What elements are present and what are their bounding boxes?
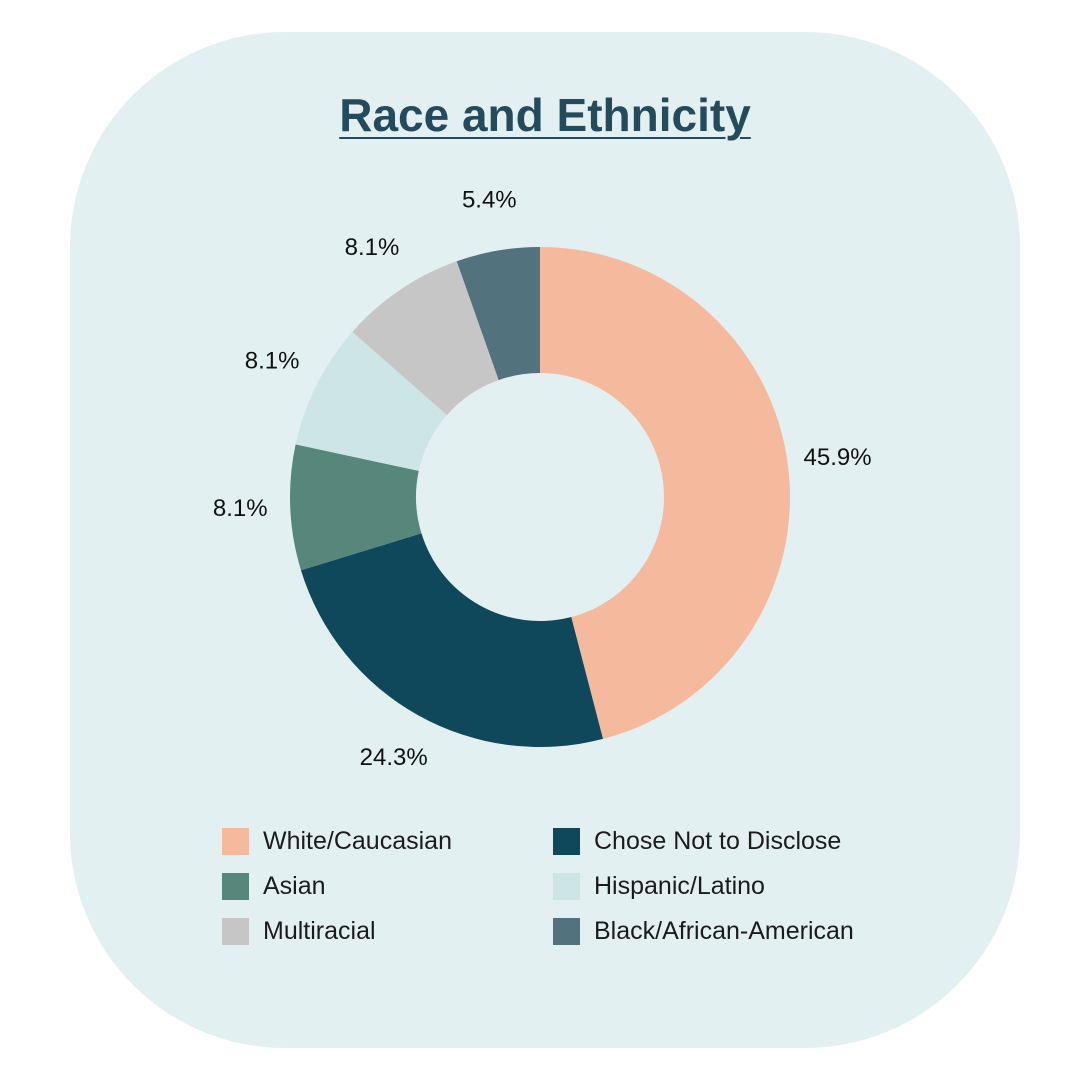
data-label: 8.1% [345,234,400,261]
data-label: 8.1% [245,347,300,374]
legend-item-white-caucasian: White/Caucasian [222,826,553,856]
legend-label: Hispanic/Latino [594,871,765,900]
chart-legend: White/Caucasian Chose Not to Disclose As… [222,826,902,946]
donut-slices [290,247,791,748]
donut-slice-multiracial [352,261,499,416]
data-label: 24.3% [360,744,428,771]
legend-swatch [222,827,249,855]
chart-title-text: Race and Ethnicity [339,89,751,141]
data-label: 45.9% [804,444,872,471]
donut-slice-chose-not-to-disclose [300,533,603,748]
chart-title: Race and Ethnicity [0,88,1080,142]
legend-swatch [222,917,249,945]
legend-swatch [553,917,580,945]
donut-slice-white-caucasian [540,247,791,739]
data-label: 8.1% [213,495,268,522]
data-label: 5.4% [462,187,517,214]
legend-swatch [222,872,249,900]
legend-label: Asian [263,871,326,900]
donut-slice-black-african-american [456,247,540,381]
legend-item-hispanic-latino: Hispanic/Latino [553,871,902,901]
legend-swatch [553,872,580,900]
legend-label: Black/African-American [594,916,854,945]
legend-label: Multiracial [263,916,376,945]
legend-swatch [553,827,580,855]
donut-slice-hispanic-latino [295,331,447,471]
legend-label: White/Caucasian [263,826,452,855]
legend-item-chose-not-to-disclose: Chose Not to Disclose [553,826,902,856]
donut-slice-asian [290,444,422,571]
legend-item-asian: Asian [222,871,553,901]
legend-item-black-african-american: Black/African-American [553,916,902,946]
legend-item-multiracial: Multiracial [222,916,553,946]
legend-label: Chose Not to Disclose [594,826,842,855]
slice-labels: 45.9% 24.3% 8.1% 8.1% 8.1% 5.4% [213,187,872,772]
